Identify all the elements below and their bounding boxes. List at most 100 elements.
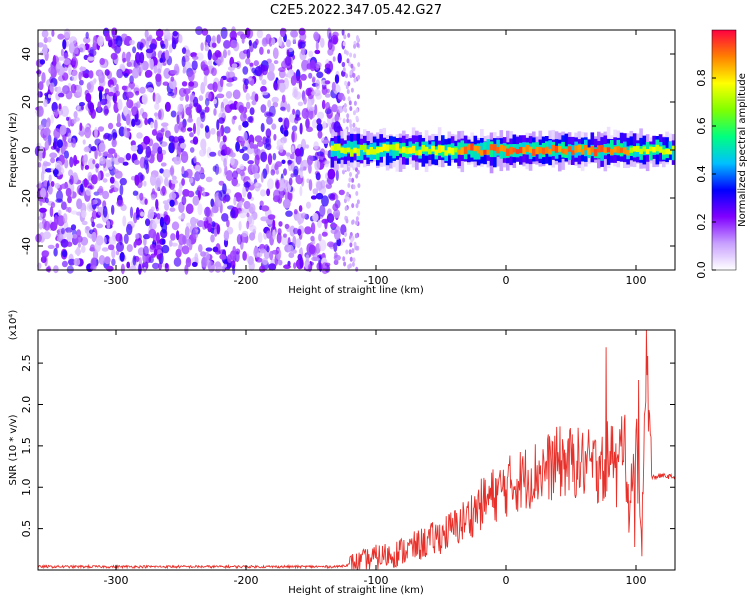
- spectrogram-cell: [154, 102, 160, 110]
- spectrogram-x-label: Height of straight line (km): [288, 285, 424, 296]
- spectrogram-cell: [288, 252, 295, 259]
- spectrogram-cell: [164, 130, 171, 139]
- spectrogram-cell: [385, 144, 390, 152]
- spectrogram-cell: [144, 198, 148, 205]
- spectrogram-cell: [308, 179, 313, 191]
- spectrogram-cell: [298, 27, 306, 36]
- spectrogram-cell: [181, 47, 187, 54]
- spectrogram-cell: [109, 176, 115, 184]
- spectrogram-cell: [260, 172, 264, 183]
- spectrogram-cell: [143, 233, 151, 240]
- spectrogram-cell: [348, 249, 352, 255]
- spectrogram-cell: [292, 249, 297, 254]
- spectrogram-cell: [652, 147, 656, 153]
- spectrogram-cell: [135, 52, 141, 64]
- spectrogram-cell: [178, 34, 183, 44]
- spectrogram-cell: [120, 263, 125, 275]
- spectrogram-cell: [496, 147, 500, 154]
- spectrogram-cell: [292, 235, 297, 247]
- spectrogram-cell: [76, 198, 83, 210]
- spectrogram-cell: [211, 35, 216, 43]
- spectrogram-cell: [616, 146, 621, 154]
- spectrogram-cell: [190, 216, 197, 227]
- spectrogram-cell: [142, 111, 148, 119]
- spectrogram-cell: [313, 141, 319, 150]
- spectrogram-cell: [125, 113, 131, 126]
- spectrogram-cell: [144, 29, 149, 39]
- spectrogram-cell: [43, 180, 48, 187]
- spectrogram-cell: [76, 229, 81, 238]
- spectrogram-cell: [369, 147, 374, 155]
- spectrogram-cell: [287, 244, 294, 253]
- spectrogram-cell: [212, 52, 219, 61]
- spectrogram-cell: [55, 147, 60, 152]
- spectrogram-cell: [113, 180, 120, 193]
- spectrogram-cell: [86, 82, 92, 91]
- spectrogram-cell: [283, 117, 290, 130]
- spectrogram-cell: [154, 119, 158, 131]
- spectrogram-cell: [64, 150, 69, 159]
- y-tick-label: 2.5: [20, 354, 33, 372]
- spectrogram-cell: [330, 145, 335, 151]
- spectrogram-cell: [144, 69, 153, 78]
- spectrogram-cell: [211, 42, 217, 48]
- spectrogram-cell: [545, 146, 549, 154]
- spectrogram-cell: [189, 132, 194, 138]
- spectrogram-cell: [246, 48, 251, 59]
- spectrogram-cell: [48, 174, 52, 182]
- spectrogram-cell: [63, 52, 69, 60]
- spectrogram-cell: [173, 257, 182, 267]
- spectrogram-cell: [281, 235, 288, 246]
- spectrogram-cell: [106, 153, 114, 158]
- spectrogram-cell: [230, 157, 235, 166]
- spectrogram-cell: [473, 145, 478, 152]
- spectrogram-cell: [203, 75, 208, 87]
- spectrogram-cell: [155, 28, 164, 38]
- spectrogram-cell: [290, 75, 297, 86]
- spectrogram-cell: [65, 90, 73, 100]
- spectrogram-y-label: Frequency (Hz): [8, 112, 19, 188]
- x-tick-label: 0: [503, 274, 510, 287]
- spectrogram-cell: [97, 171, 101, 182]
- spectrogram-cell: [351, 261, 355, 267]
- colorbar-gradient: [711, 29, 737, 271]
- spectrogram-cell: [104, 69, 110, 76]
- spectrogram-cell: [243, 181, 251, 188]
- spectrogram-cell: [317, 130, 323, 139]
- spectrogram-cell: [350, 149, 354, 157]
- spectrogram-cell: [224, 146, 231, 156]
- spectrogram-cell: [52, 109, 60, 116]
- spectrogram-cell: [42, 44, 48, 55]
- spectrogram-cell: [341, 61, 346, 68]
- spectrogram-cell: [382, 143, 387, 151]
- spectrogram-cell: [173, 156, 182, 165]
- spectrogram-cell: [170, 76, 175, 82]
- spectrogram-cell: [291, 130, 295, 143]
- spectrogram-cell: [293, 91, 302, 100]
- spectrogram-cell: [98, 142, 106, 153]
- spectrogram-cell: [268, 62, 275, 73]
- spectrogram-cell: [232, 170, 239, 180]
- spectrogram-cell: [53, 265, 59, 274]
- spectrogram-cell: [344, 80, 348, 86]
- spectrogram-cell: [145, 218, 151, 227]
- spectrogram-cell: [185, 106, 192, 116]
- spectrogram-cell: [169, 199, 175, 207]
- spectrogram-cell: [316, 181, 323, 191]
- spectrogram-cell: [205, 34, 212, 43]
- spectrogram-cell: [122, 106, 129, 116]
- spectrogram-cell: [103, 236, 107, 245]
- spectrogram-cell: [59, 124, 67, 136]
- spectrogram-cell: [311, 78, 315, 83]
- chart-title: C2E5.2022.347.05.42.G27: [270, 3, 442, 18]
- spectrogram-cell: [69, 36, 78, 45]
- spectrogram-cell: [551, 144, 556, 152]
- spectrogram-cell: [254, 154, 260, 166]
- spectrogram-cell: [324, 93, 331, 98]
- spectrogram-cell: [325, 183, 332, 190]
- spectrogram-cell: [242, 153, 250, 162]
- spectrogram-cell: [324, 80, 331, 85]
- spectrogram-cell: [200, 82, 206, 94]
- spectrogram-cell: [411, 145, 416, 154]
- spectrogram-cell: [60, 183, 69, 189]
